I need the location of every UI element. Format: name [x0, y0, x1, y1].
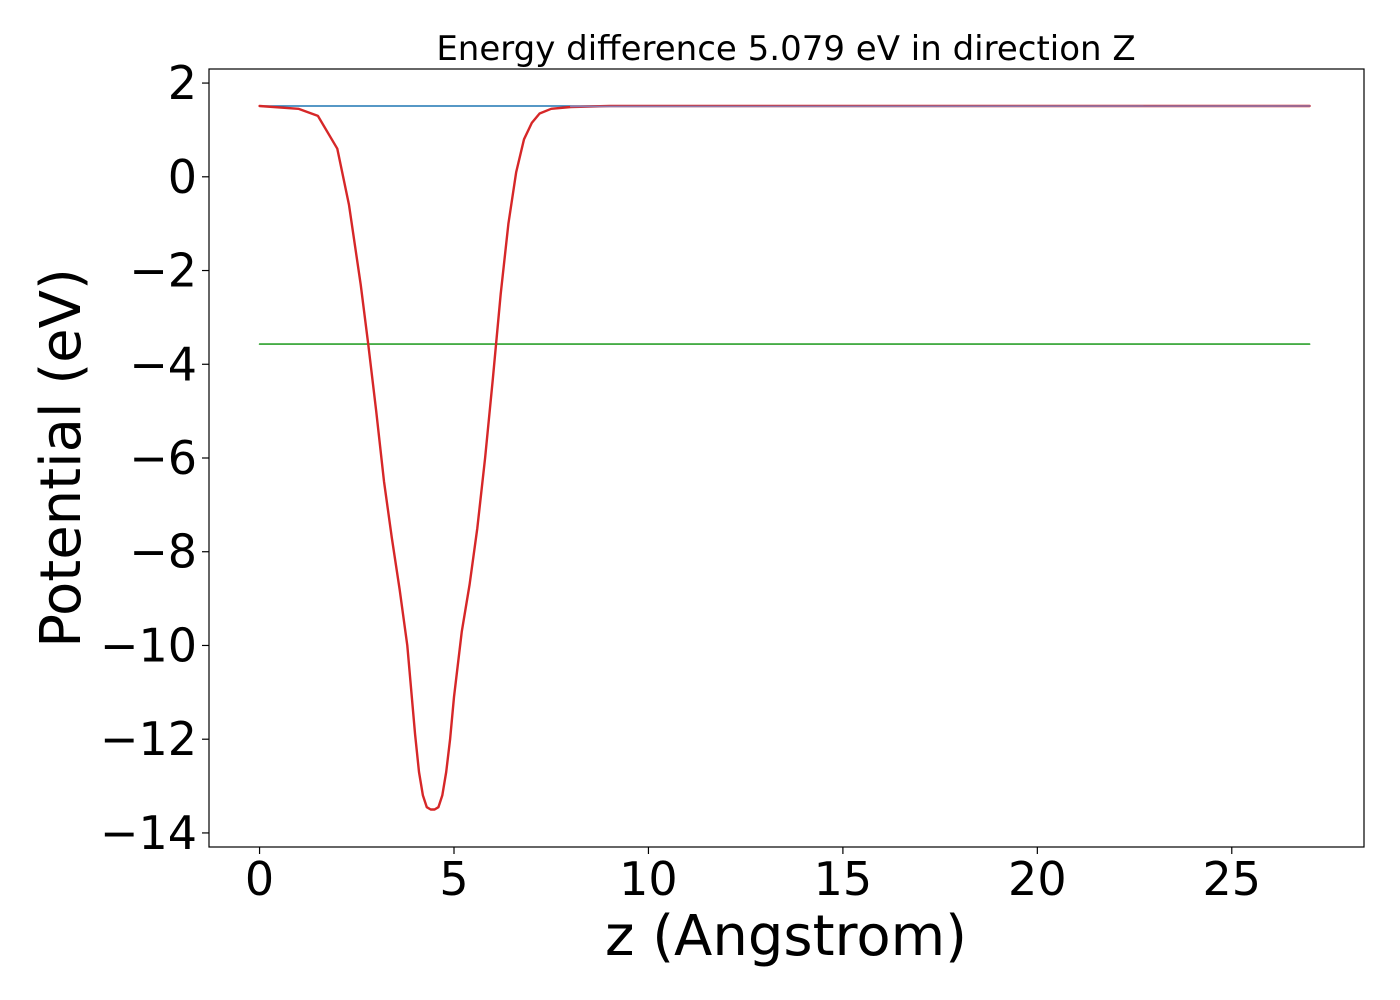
- x-tick-label: 0: [245, 852, 274, 906]
- chart-title: Energy difference 5.079 eV in direction …: [436, 29, 1135, 69]
- x-tick-label: 15: [814, 852, 873, 906]
- y-tick-label: −12: [100, 712, 197, 766]
- series-line-3: [569, 105, 1311, 108]
- y-tick-label: −4: [129, 337, 197, 391]
- y-axis: 2 0 −2 −4 −6 −8 −10 −12 −14: [100, 56, 209, 860]
- y-axis-label: Potential (eV): [29, 268, 94, 648]
- y-tick-label: −10: [100, 618, 197, 672]
- series-layer: [258, 104, 1311, 811]
- y-tick-label: 0: [168, 150, 197, 204]
- y-tick-label: −14: [100, 806, 197, 860]
- x-axis: 0 5 10 15 20 25: [245, 847, 1261, 906]
- x-tick-label: 10: [619, 852, 678, 906]
- x-tick-label: 25: [1203, 852, 1262, 906]
- y-tick-label: −6: [129, 431, 197, 485]
- y-tick-label: −8: [129, 525, 197, 579]
- y-tick-label: 2: [168, 56, 197, 110]
- series-line-2: [258, 104, 1311, 811]
- x-tick-label: 5: [439, 852, 468, 906]
- y-tick-label: −2: [129, 244, 197, 298]
- x-tick-label: 20: [1008, 852, 1067, 906]
- plot-area: [208, 68, 1365, 848]
- x-axis-label: z (Angstrom): [605, 904, 967, 969]
